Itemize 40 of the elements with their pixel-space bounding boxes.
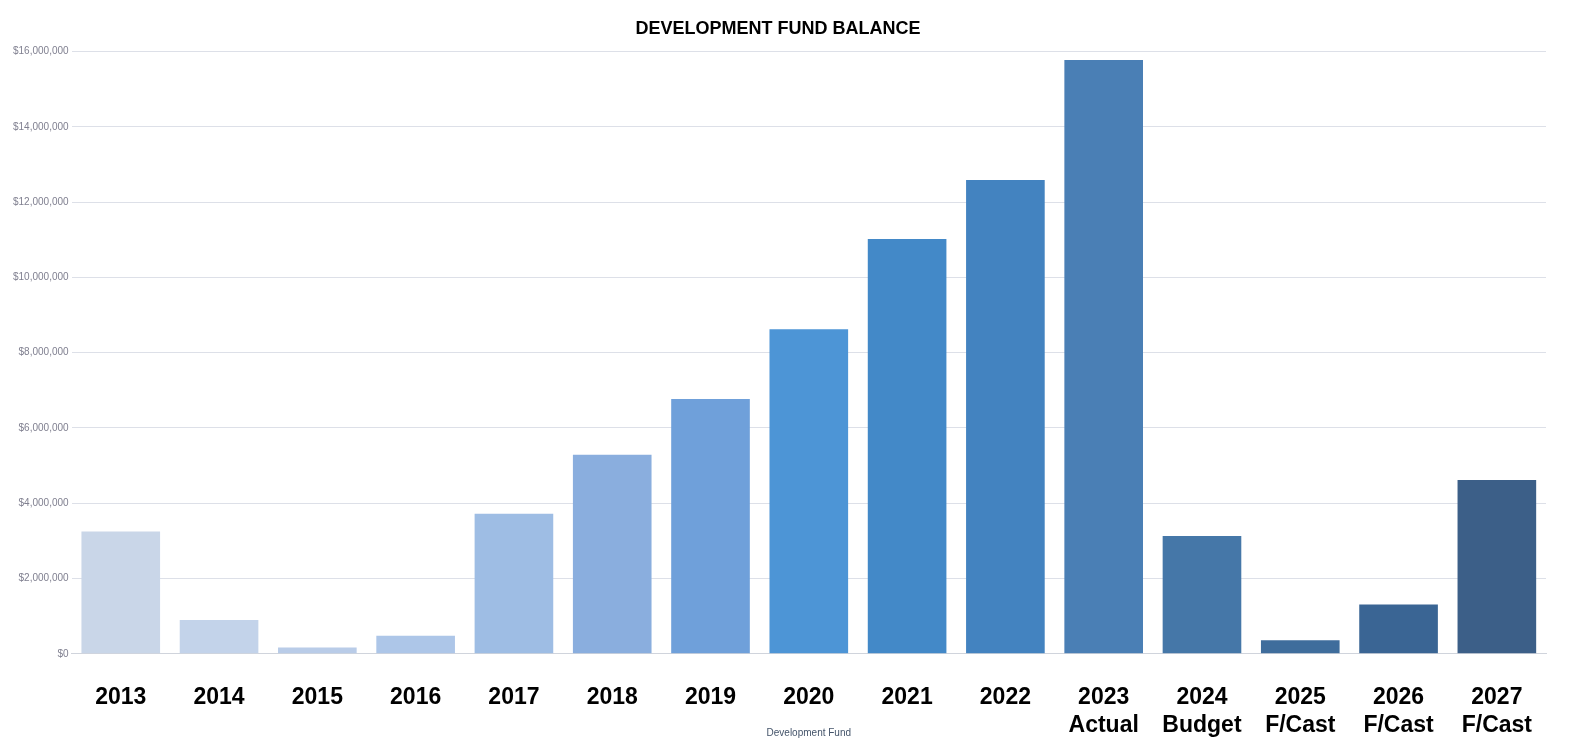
x-tick-label: 2026 F/Cast [1363,682,1435,737]
bar [769,329,849,654]
y-tick-label: $12,000,000 [12,195,70,207]
bar [474,513,554,654]
bar [1260,640,1340,654]
bar [572,454,652,654]
x-tick-label: 2022 [979,682,1031,709]
bar [966,179,1045,654]
y-tick-label: $4,000,000 [18,497,70,508]
bar [179,619,259,654]
x-tick-label: 2020 [783,682,835,709]
y-tick-label: $16,000,000 [12,45,70,57]
y-tick-label: $10,000,000 [12,271,70,283]
x-tick-label: 2016 [390,682,442,709]
bar [671,398,750,654]
x-tick-label: 2019 [684,682,737,709]
x-tick-label: 2025 F/Cast [1265,682,1336,737]
x-tick-label: 2013 [95,682,147,709]
x-tick-label: 2015 [291,682,344,709]
y-tick-label: $14,000,000 [12,120,70,132]
y-tick-label: $2,000,000 [18,572,70,584]
y-tick-label: $6,000,000 [18,421,70,433]
x-tick-label: 2014 [193,682,245,709]
bar [867,239,947,654]
x-axis-title: Development Fund [766,726,852,738]
x-tick-label: 2017 [488,682,540,709]
x-tick-label: 2024 Budget [1162,682,1242,737]
y-tick-label: $0 [57,647,70,659]
bar [1162,536,1242,654]
chart-title: DEVELOPMENT FUND BALANCE [635,17,921,38]
y-tick-label: $8,000,000 [18,346,70,358]
bar [1457,479,1537,654]
x-tick-label: 2027 F/Cast [1461,682,1533,737]
x-tick-label: 2023 Actual [1068,682,1139,737]
x-tick-label: 2018 [586,682,639,709]
bar [1064,59,1143,654]
bar [278,647,357,654]
bar [376,635,455,654]
bar [1359,604,1438,654]
x-tick-label: 2021 [881,682,933,709]
